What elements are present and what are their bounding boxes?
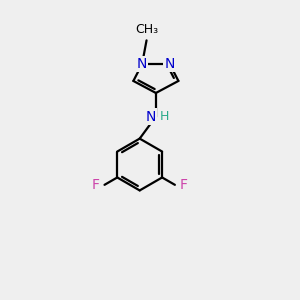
Text: H: H: [159, 110, 169, 123]
Text: CH₃: CH₃: [136, 23, 159, 36]
Text: F: F: [92, 178, 100, 192]
Text: F: F: [180, 178, 188, 192]
Text: N: N: [137, 57, 147, 71]
Text: N: N: [164, 57, 175, 71]
Text: N: N: [146, 110, 156, 124]
